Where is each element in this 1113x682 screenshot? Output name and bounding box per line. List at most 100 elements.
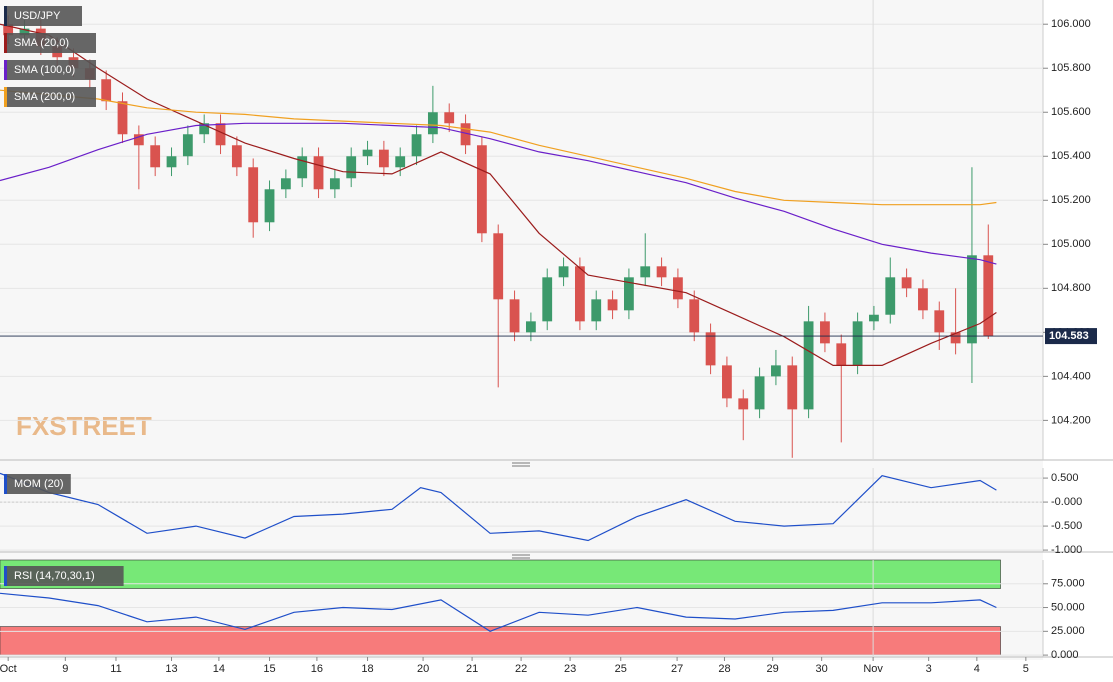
legend-label: MOM (20)	[14, 478, 64, 490]
x-tick-label: 28	[718, 663, 730, 675]
y-tick-label: 25.000	[1051, 625, 1085, 637]
candle-body	[19, 28, 30, 36]
candle-body	[673, 277, 683, 300]
candle-body	[754, 376, 765, 410]
candle-body	[885, 277, 896, 315]
y-tick-label: 105.000	[1051, 238, 1091, 250]
last-price-label: 104.583	[1049, 330, 1089, 342]
candle-body	[362, 149, 373, 157]
x-tick-label: 18	[361, 663, 373, 675]
candle-body	[640, 266, 651, 278]
legend-label: USD/JPY	[14, 10, 61, 22]
legend-box	[4, 474, 71, 494]
candle-body	[313, 156, 324, 190]
candle-body	[869, 314, 879, 322]
candle-body	[215, 123, 226, 146]
legend-label: SMA (20,0)	[14, 37, 69, 49]
legend-swatch	[4, 566, 7, 586]
legend-swatch	[4, 33, 7, 53]
candle-body	[297, 156, 308, 179]
legend-swatch	[4, 60, 7, 80]
legend-label: SMA (100,0)	[14, 64, 75, 76]
x-tick-label: Nov	[863, 663, 883, 675]
x-tick-label: 4	[974, 663, 980, 675]
y-tick-label: 104.200	[1051, 414, 1091, 426]
y-tick-label: -0.000	[1051, 496, 1082, 508]
x-tick-label: 23	[564, 663, 576, 675]
candle-body	[378, 149, 389, 168]
candle-body	[150, 145, 161, 168]
candle-body	[950, 332, 961, 344]
series-line	[0, 122, 997, 265]
candle-body	[427, 112, 438, 135]
x-tick-label: 21	[466, 663, 478, 675]
x-tick-label: 15	[263, 663, 275, 675]
y-tick-label: 106.000	[1051, 18, 1091, 30]
candle-body	[591, 299, 602, 322]
candle-body	[803, 321, 814, 410]
legend-box	[4, 60, 96, 80]
candle-body	[836, 343, 847, 366]
candle-body	[133, 134, 144, 146]
candle-body	[509, 299, 520, 333]
candle-body	[607, 299, 618, 311]
candle-body	[444, 112, 455, 124]
legend-box	[4, 566, 124, 586]
candle-body	[689, 299, 700, 333]
candle-body	[820, 321, 830, 344]
series-line	[0, 472, 997, 542]
candle-body	[656, 266, 667, 278]
candle-body	[248, 167, 259, 223]
candle-body	[558, 266, 569, 278]
y-tick-label: -0.500	[1051, 520, 1082, 532]
candle-body	[787, 365, 798, 410]
candle-body	[934, 310, 945, 333]
y-tick-label: 50.000	[1051, 601, 1085, 613]
candle-body	[231, 145, 242, 168]
x-tick-label: 25	[615, 663, 627, 675]
legend-swatch	[4, 474, 7, 494]
candle-body	[166, 156, 177, 168]
candle-body	[542, 277, 553, 322]
x-tick-label: Oct	[0, 663, 17, 675]
candle-body	[199, 123, 210, 135]
candle-body	[346, 156, 357, 179]
candle-body	[771, 365, 781, 377]
y-tick-label: -1.000	[1051, 544, 1082, 556]
candle-body	[574, 266, 585, 322]
x-tick-label: 14	[213, 663, 225, 675]
y-tick-label: 105.800	[1051, 62, 1091, 74]
candle-body	[901, 277, 912, 289]
candle-body	[525, 321, 536, 333]
y-tick-label: 105.400	[1051, 150, 1091, 162]
series-line	[0, 89, 997, 206]
candle-body	[264, 189, 275, 223]
candle-body	[852, 321, 863, 366]
candle-body	[395, 156, 406, 168]
candle-body	[182, 134, 193, 157]
y-tick-label: 105.600	[1051, 106, 1091, 118]
candle-body	[624, 277, 634, 311]
legend-box	[4, 87, 96, 107]
y-tick-label: 104.800	[1051, 282, 1091, 294]
candle-body	[329, 178, 340, 190]
y-tick-label: 75.000	[1051, 578, 1085, 590]
legend-swatch	[4, 87, 7, 107]
candle-body	[983, 255, 994, 337]
x-tick-label: 27	[671, 663, 683, 675]
legend-box	[4, 33, 96, 53]
y-tick-label: 0.000	[1051, 649, 1079, 661]
x-tick-label: 20	[417, 663, 429, 675]
x-tick-label: 30	[816, 663, 828, 675]
logo: FXSTREET	[16, 411, 152, 441]
legend-label: SMA (200,0)	[14, 91, 75, 103]
candle-body	[738, 398, 749, 410]
candle-body	[918, 288, 928, 311]
legend-box	[4, 6, 82, 26]
candle-body	[967, 255, 977, 344]
last-price-tag	[1045, 328, 1097, 345]
x-tick-label: 29	[767, 663, 779, 675]
x-tick-label: 13	[165, 663, 177, 675]
y-tick-label: 105.200	[1051, 194, 1091, 206]
